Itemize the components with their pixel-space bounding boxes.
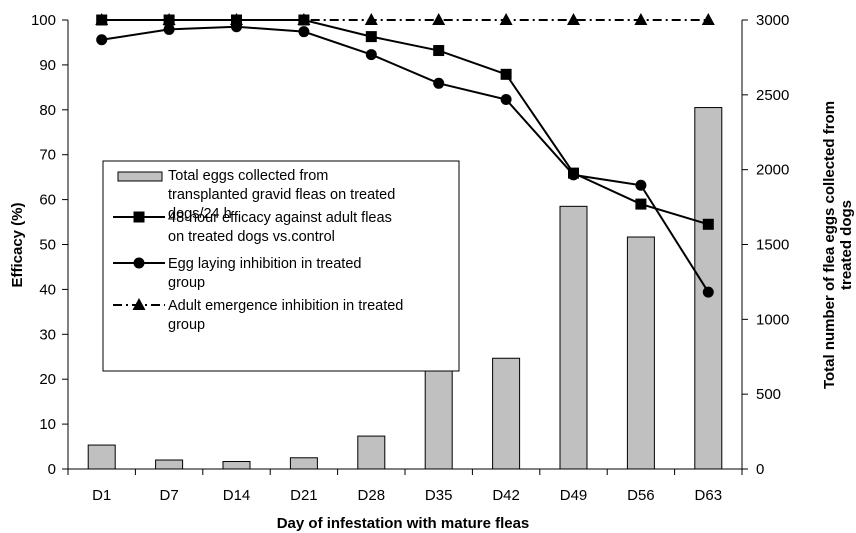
x-tick-label: D35 xyxy=(425,487,453,504)
y-left-tick-label: 0 xyxy=(48,461,56,478)
series-point-circle-D42 xyxy=(500,93,512,105)
y-axis-title-right: Total number of flea eggs collected from… xyxy=(821,101,855,389)
y-left-tick-label: 100 xyxy=(31,12,56,29)
x-tick-label: D56 xyxy=(627,487,655,504)
y-axis-title-right-line2: treated dogs xyxy=(838,200,855,290)
series-point-triangle-D49 xyxy=(567,13,580,25)
bar-D56 xyxy=(626,236,655,470)
bar-D21 xyxy=(289,457,318,470)
series-point-square-D35 xyxy=(433,45,445,57)
y-axis-title-left: Efficacy (%) xyxy=(9,202,26,287)
legend-label-triangle: Adult emergence inhibition in treated gro… xyxy=(168,298,403,333)
y-right-tick-label: 1500 xyxy=(756,237,789,254)
x-tick-label: D42 xyxy=(492,487,520,504)
series-point-square-D28 xyxy=(365,31,377,43)
y-left-tick-label: 80 xyxy=(39,102,56,119)
bar-D7 xyxy=(155,459,184,470)
y-right-tick-label: 3000 xyxy=(756,12,789,29)
y-right-tick-label: 500 xyxy=(756,386,781,403)
legend-swatch-bars xyxy=(117,171,163,182)
y-left-tick-label: 20 xyxy=(39,371,56,388)
bar-D28 xyxy=(357,435,386,470)
x-tick-label: D21 xyxy=(290,487,318,504)
x-tick-label: D63 xyxy=(695,487,723,504)
series-point-circle-D7 xyxy=(163,23,175,35)
series-point-circle-D49 xyxy=(568,169,579,181)
series-point-triangle-D21 xyxy=(297,13,311,25)
legend: Total eggs collected from transplanted gr… xyxy=(102,160,460,372)
y-left-tick-label: 50 xyxy=(39,237,56,254)
legend-swatch-marker-square xyxy=(133,211,145,223)
plot-area xyxy=(87,13,723,470)
series-point-triangle-D35 xyxy=(432,13,446,25)
x-tick-label: D49 xyxy=(560,487,588,504)
y-right-tick-label: 2000 xyxy=(756,162,789,179)
y-left-tick-label: 10 xyxy=(39,416,56,433)
legend-swatch-marker-circle xyxy=(133,257,145,269)
series-point-circle-D28 xyxy=(365,49,377,61)
y-right-tick-label: 0 xyxy=(756,461,764,478)
y-left-tick-label: 90 xyxy=(39,57,56,74)
bar-D49 xyxy=(559,205,588,470)
series-point-triangle-D63 xyxy=(701,13,715,25)
x-tick-label: D7 xyxy=(160,487,179,504)
series-point-circle-D56 xyxy=(635,179,647,191)
series-point-triangle-D28 xyxy=(364,13,378,25)
y-axis-title-right-line1: Total number of flea eggs collected from xyxy=(821,101,838,389)
y-right-tick-label: 1000 xyxy=(756,311,789,328)
series-point-triangle-D14 xyxy=(230,13,243,25)
bar-D35 xyxy=(424,364,453,470)
legend-box xyxy=(102,160,460,372)
series-point-circle-D35 xyxy=(433,77,445,89)
bar-D14 xyxy=(222,461,251,470)
legend-label-bars: Total eggs collected from transplanted gr… xyxy=(168,168,395,222)
legend-label-circle: Egg laying inhibition in treated group xyxy=(168,256,361,291)
series-point-square-D63 xyxy=(702,218,714,230)
y-left-tick-label: 30 xyxy=(39,326,56,343)
legend-swatch-marker-triangle xyxy=(132,298,146,310)
legend-label-square: 48-hour efficacy against adult fleas on t… xyxy=(168,210,392,245)
series-point-circle-D21 xyxy=(298,26,310,38)
series-point-triangle-D56 xyxy=(634,13,648,25)
y-left-tick-label: 70 xyxy=(39,147,56,164)
y-right-tick-label: 2500 xyxy=(756,87,789,104)
x-tick-label: D14 xyxy=(223,487,251,504)
series-point-square-D42 xyxy=(500,68,512,80)
x-tick-label: D1 xyxy=(92,487,111,504)
y-left-tick-label: 60 xyxy=(39,192,56,209)
axes: 0102030405060708090100050010001500200025… xyxy=(31,12,789,504)
bar-D1 xyxy=(87,444,116,470)
bar-D42 xyxy=(492,357,521,470)
series-point-circle-D63 xyxy=(702,286,714,298)
y-left-tick-label: 40 xyxy=(39,281,56,298)
series-point-triangle-D7 xyxy=(162,13,176,25)
series-point-triangle-D42 xyxy=(499,13,513,25)
series-point-triangle-D1 xyxy=(95,13,109,25)
x-axis-title: Day of infestation with mature fleas xyxy=(277,515,530,532)
x-tick-label: D28 xyxy=(358,487,386,504)
series-point-square-D56 xyxy=(635,198,647,210)
series-point-circle-D1 xyxy=(96,34,108,46)
series-line-circle xyxy=(101,25,710,293)
